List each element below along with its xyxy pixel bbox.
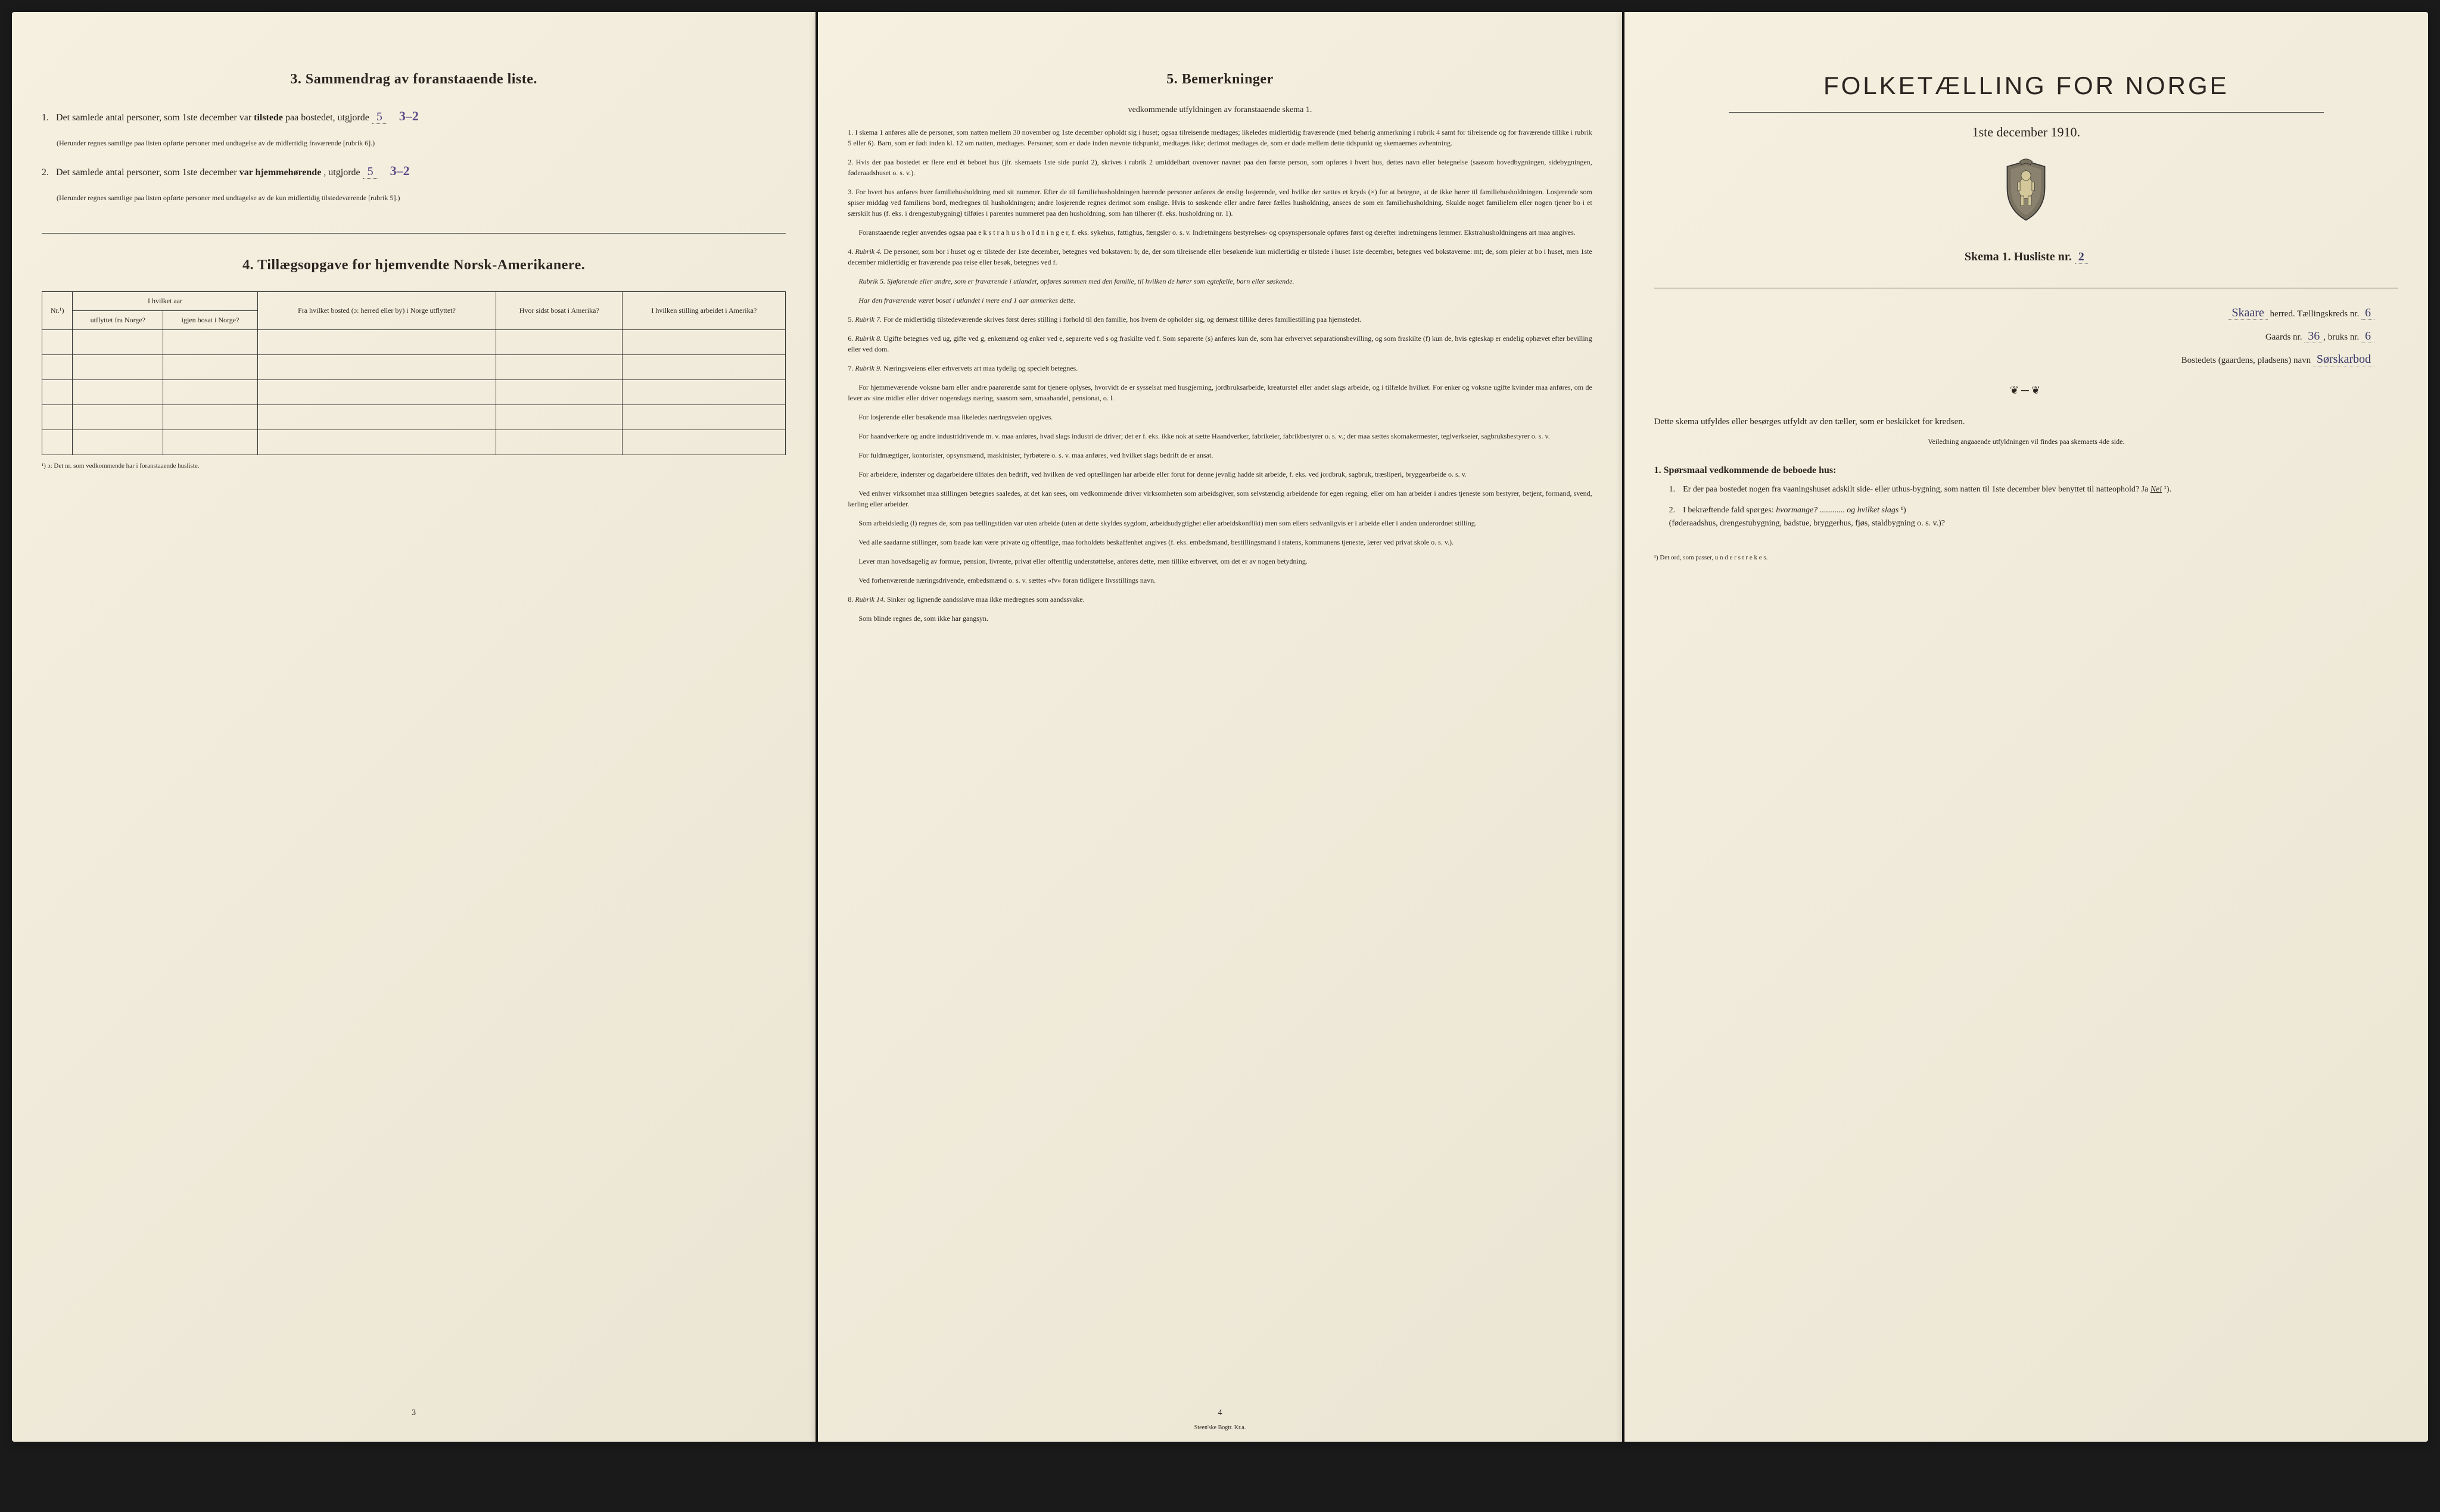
col-bosat: igjen bosat i Norge? <box>163 310 257 329</box>
remark-item: 4. Rubrik 4. De personer, som bor i huse… <box>848 246 1592 267</box>
tilstede-breakdown: 3–2 <box>399 108 419 123</box>
section-4-title: 4. Tillægsopgave for hjemvendte Norsk-Am… <box>42 257 786 273</box>
table-row <box>42 430 786 455</box>
document-spread: 3. Sammendrag av foranstaaende liste. 1.… <box>12 12 2428 1442</box>
table-row <box>42 379 786 405</box>
remark-item: 7. Rubrik 9. Næringsveiens eller erhverv… <box>848 363 1592 374</box>
kreds-nr: 6 <box>2361 306 2374 320</box>
herred-line: Skaare herred. Tællingskreds nr. 6 <box>1654 306 2398 320</box>
page-3: 3. Sammendrag av foranstaaende liste. 1.… <box>12 12 816 1442</box>
norsk-amerikanere-table: Nr.¹) I hvilket aar Fra hvilket bosted (… <box>42 291 786 455</box>
col-bosted: Fra hvilket bosted (ɔ: herred eller by) … <box>257 291 496 329</box>
hjemme-breakdown: 3–2 <box>390 163 410 178</box>
summary-item-2: 2. Det samlede antal personer, som 1ste … <box>42 160 786 181</box>
cover-footnote: ¹) Det ord, som passer, u n d e r s t r … <box>1654 554 2398 561</box>
remark-extra: Som blinde regnes de, som ikke har gangs… <box>848 613 1592 624</box>
remark-para: For arbeidere, inderster og dagarbeidere… <box>848 469 1592 480</box>
col-aar: I hvilket aar <box>73 291 257 310</box>
section-5-title: 5. Bemerkninger <box>848 71 1592 88</box>
remark-sub: Rubrik 5. Sjøfarende eller andre, som er… <box>848 276 1592 287</box>
gaards-line: Gaards nr. 36, bruks nr. 6 <box>1654 329 2398 343</box>
section-5-subtitle: vedkommende utfyldningen av foranstaaend… <box>848 105 1592 115</box>
section-3-title: 3. Sammendrag av foranstaaende liste. <box>42 71 786 88</box>
remark-para: Ved enhver virksomhet maa stillingen bet… <box>848 488 1592 509</box>
remark-item: 8. Rubrik 14. Sinker og lignende aandssl… <box>848 594 1592 605</box>
table-body <box>42 329 786 455</box>
question-1: 1. Er der paa bostedet nogen fra vaaning… <box>1669 483 2398 496</box>
remark-para: Ved forhenværende næringsdrivende, embed… <box>848 575 1592 586</box>
item-2-note: (Herunder regnes samtlige paa listen opf… <box>57 193 786 203</box>
remark-item: 5. Rubrik 7. For de midlertidig tilstede… <box>848 314 1592 325</box>
col-nr: Nr.¹) <box>42 291 73 329</box>
summary-item-1: 1. Det samlede antal personer, som 1ste … <box>42 105 786 126</box>
remark-para: Ved alle saadanne stillinger, som baade … <box>848 537 1592 547</box>
bruks-nr: 6 <box>2361 329 2374 343</box>
remark-item: 2. Hvis der paa bostedet er flere end ét… <box>848 157 1592 178</box>
remark-para: For losjerende eller besøkende maa likel… <box>848 412 1592 422</box>
remark-extra: Foranstaaende regler anvendes ogsaa paa … <box>848 227 1592 238</box>
remark-sub: Har den fraværende været bosat i utlande… <box>848 295 1592 306</box>
tilstede-count: 5 <box>372 110 387 124</box>
item-1-note: (Herunder regnes samtlige paa listen opf… <box>57 138 786 148</box>
cover-title: FOLKETÆLLING FOR NORGE <box>1654 71 2398 100</box>
remark-para: For haandverkere og andre industridriven… <box>848 431 1592 441</box>
page-4: 5. Bemerkninger vedkommende utfyldningen… <box>818 12 1622 1442</box>
table-row <box>42 405 786 430</box>
ornament-icon: ❦─❦ <box>1654 384 2398 397</box>
remark-item: 1. I skema 1 anføres alle de personer, s… <box>848 127 1592 148</box>
table-row <box>42 354 786 379</box>
divider <box>42 233 786 234</box>
table-footnote: ¹) ɔ: Det nr. som vedkommende har i fora… <box>42 462 786 469</box>
col-stilling: I hvilken stilling arbeidet i Amerika? <box>623 291 786 329</box>
question-1-heading: 1. Spørsmaal vedkommende de beboede hus: <box>1654 465 2398 476</box>
instruction-text: Dette skema utfyldes eller besørges utfy… <box>1654 415 2398 447</box>
remark-item: 6. Rubrik 8. Ugifte betegnes ved ug, gif… <box>848 333 1592 354</box>
page-number-4: 4 <box>818 1408 1622 1418</box>
bosted-line: Bostedets (gaardens, pladsens) navn Sørs… <box>1654 353 2398 366</box>
remark-para: Som arbeidsledig (l) regnes de, som paa … <box>848 518 1592 528</box>
table-row <box>42 329 786 354</box>
printer-note: Steen'ske Bogtr. Kr.a. <box>818 1424 1622 1431</box>
schema-line: Skema 1. Husliste nr. 2 <box>1654 250 2398 264</box>
page-number-3: 3 <box>12 1408 816 1418</box>
remark-para: For hjemmeværende voksne barn eller andr… <box>848 382 1592 403</box>
q1-answer: Nei <box>2150 485 2162 494</box>
remark-para: Lever man hovedsagelig av formue, pensio… <box>848 556 1592 567</box>
gaards-nr: 36 <box>2304 329 2323 343</box>
cover-date: 1ste december 1910. <box>1654 125 2398 140</box>
remark-para: For fuldmægtiger, kontorister, opsynsmæn… <box>848 450 1592 461</box>
herred-value: Skaare <box>2228 306 2267 320</box>
col-utflyttet: utflyttet fra Norge? <box>73 310 163 329</box>
col-amerika: Hvor sidst bosat i Amerika? <box>496 291 623 329</box>
question-2: 2. I bekræftende fald spørges: hvormange… <box>1669 504 2398 531</box>
husliste-nr: 2 <box>2075 250 2088 264</box>
bosted-value: Sørskarbod <box>2313 353 2374 366</box>
hjemme-count: 5 <box>363 165 378 179</box>
remarks-list: 1. I skema 1 anføres alle de personer, s… <box>848 127 1592 624</box>
remark-item: 3. For hvert hus anføres hver familiehus… <box>848 186 1592 219</box>
coat-of-arms-icon <box>1654 158 2398 226</box>
page-cover: FOLKETÆLLING FOR NORGE 1ste december 191… <box>1624 12 2428 1442</box>
cover-rule <box>1729 112 2324 113</box>
